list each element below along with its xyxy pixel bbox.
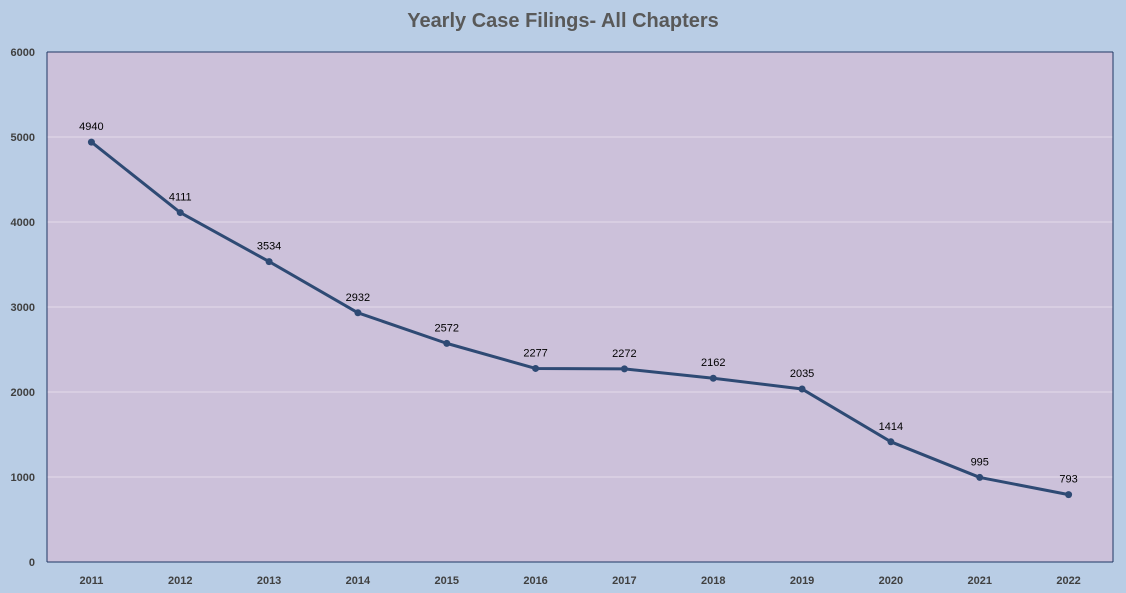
data-label: 2272 (612, 348, 636, 360)
data-point (532, 364, 540, 372)
data-label: 2277 (523, 347, 547, 359)
y-tick-label: 5000 (11, 132, 35, 144)
x-tick-label: 2012 (168, 575, 192, 587)
chart-title: Yearly Case Filings- All Chapters (407, 10, 719, 32)
x-tick-label: 2017 (612, 575, 636, 587)
x-tick-label: 2011 (79, 575, 103, 587)
x-tick-label: 2018 (701, 575, 725, 587)
y-tick-label: 2000 (11, 387, 35, 399)
axes (46, 51, 1114, 563)
data-label: 1414 (879, 421, 903, 433)
data-point (87, 138, 95, 146)
data-label: 2162 (701, 357, 725, 369)
y-axis-tick-labels: 0 1000 2000 3000 4000 5000 6000 (11, 47, 35, 569)
data-point (1065, 491, 1073, 499)
data-point (976, 473, 984, 481)
y-tick-label: 6000 (11, 47, 35, 59)
data-point (265, 258, 273, 266)
data-label: 3534 (257, 241, 281, 253)
x-tick-label: 2022 (1056, 575, 1080, 587)
data-label: 4940 (79, 121, 103, 133)
data-point (887, 438, 895, 446)
data-point (443, 339, 451, 347)
data-label: 2572 (435, 322, 459, 334)
data-label: 2932 (346, 292, 370, 304)
x-tick-label: 2020 (879, 575, 903, 587)
x-tick-label: 2016 (523, 575, 547, 587)
data-point (176, 209, 184, 217)
x-tick-label: 2015 (435, 575, 459, 587)
x-tick-label: 2014 (346, 575, 371, 587)
series-line (89, 140, 1071, 497)
y-tick-label: 1000 (11, 472, 35, 484)
data-point (798, 385, 806, 393)
data-label: 793 (1059, 474, 1077, 486)
data-point (709, 374, 717, 382)
y-tick-label: 0 (29, 557, 35, 569)
data-label: 2035 (790, 368, 814, 380)
data-labels: 4940 4111 3534 2932 2572 2277 2272 2162 2035 1414… (79, 121, 1078, 485)
x-tick-label: 2019 (790, 575, 814, 587)
gridlines (47, 136, 1113, 478)
data-point (620, 365, 628, 373)
x-axis-tick-labels: 2011 2012 2013 2014 2015 2016 2017 2018 2019 2020… (79, 575, 1080, 587)
y-tick-label: 3000 (11, 302, 35, 314)
data-label: 995 (971, 456, 989, 468)
x-tick-label: 2013 (257, 575, 281, 587)
data-label: 4111 (169, 192, 192, 204)
x-tick-label: 2021 (968, 575, 992, 587)
y-tick-label: 4000 (11, 217, 35, 229)
series (87, 138, 1073, 499)
data-point (354, 309, 362, 317)
